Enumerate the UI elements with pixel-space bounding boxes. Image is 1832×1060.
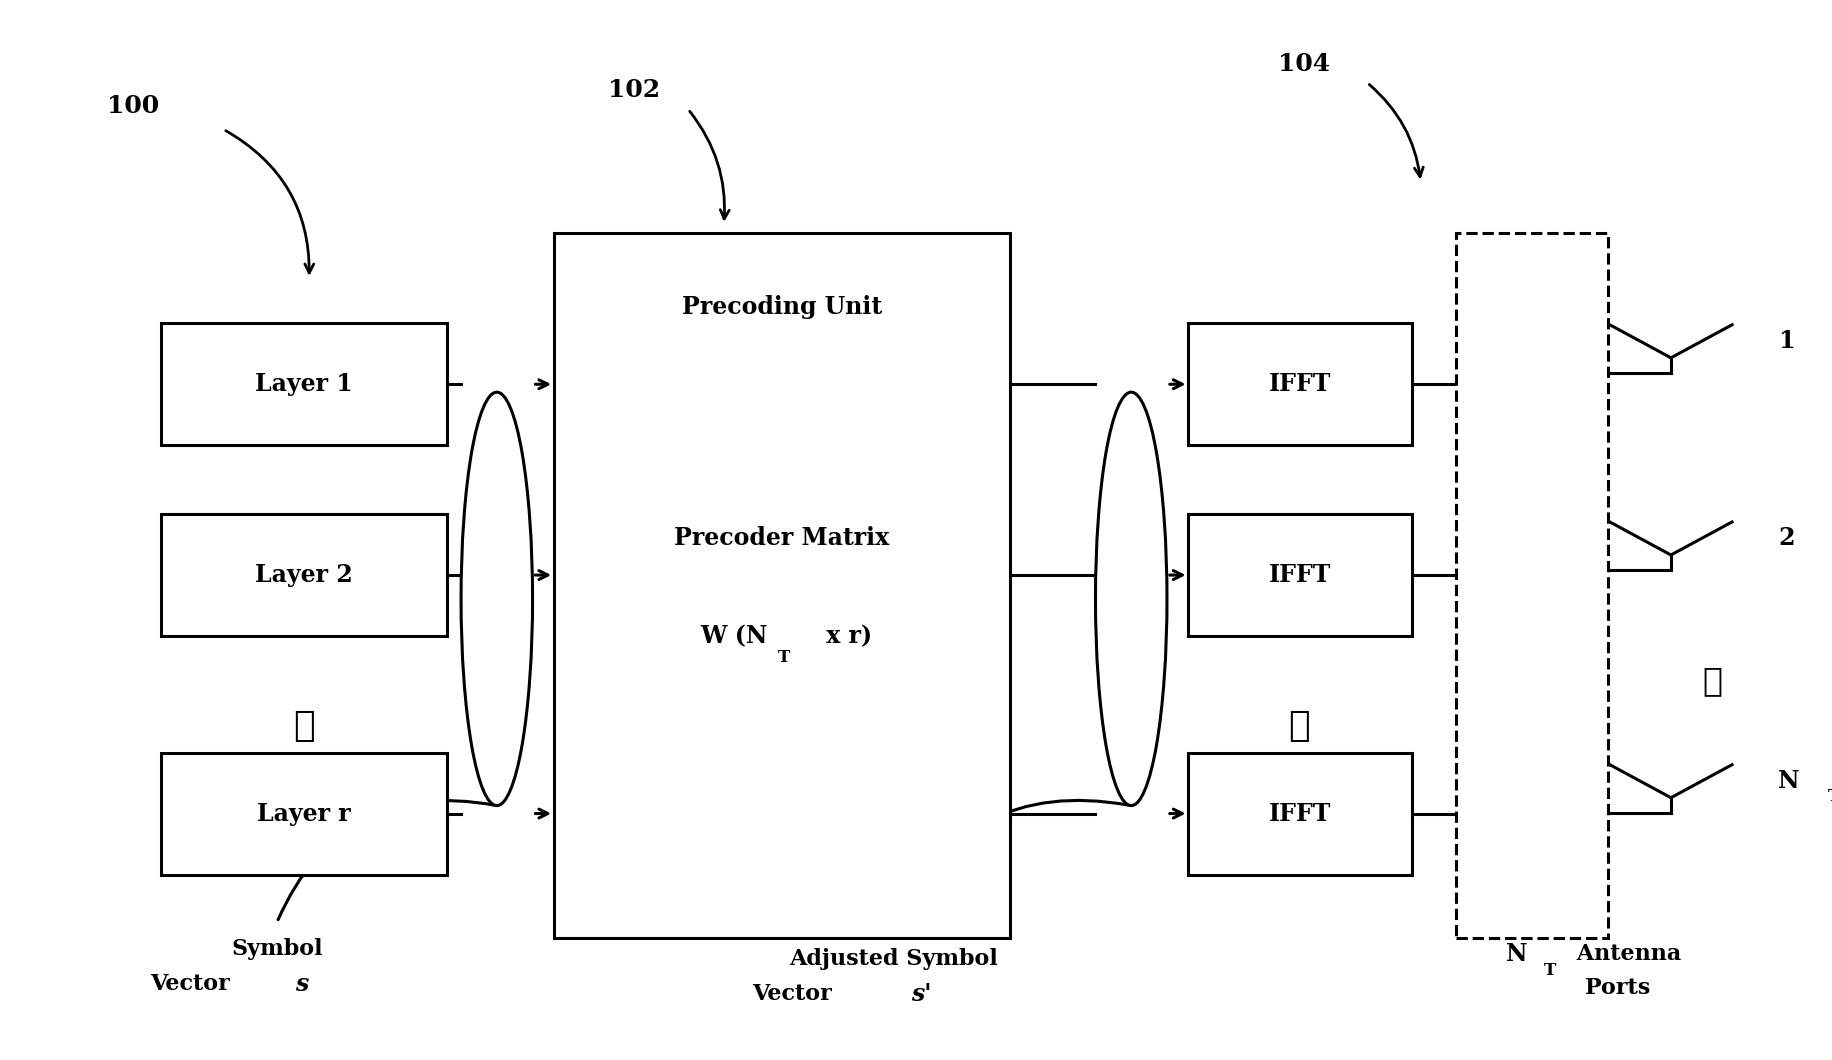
Text: N: N: [1506, 942, 1528, 966]
Bar: [161, 323, 447, 445]
Text: x r): x r): [817, 624, 872, 649]
Text: Precoding Unit: Precoding Unit: [682, 296, 881, 319]
Text: IFFT: IFFT: [1270, 372, 1332, 396]
Text: 100: 100: [108, 94, 159, 118]
Text: Layer r: Layer r: [256, 801, 350, 826]
Bar: [1456, 233, 1608, 938]
Bar: [553, 233, 1009, 938]
Ellipse shape: [462, 392, 533, 806]
Text: Vector: Vector: [753, 984, 839, 1005]
Text: 104: 104: [1277, 52, 1330, 75]
Bar: [161, 514, 447, 636]
Text: Symbol: Symbol: [231, 938, 322, 959]
Text: T: T: [1828, 789, 1832, 806]
Text: Precoder Matrix: Precoder Matrix: [674, 526, 890, 550]
Text: s': s': [911, 983, 932, 1006]
Text: IFFT: IFFT: [1270, 563, 1332, 587]
Text: Layer 2: Layer 2: [255, 563, 354, 587]
Text: 1: 1: [1779, 329, 1795, 353]
Text: ⋮: ⋮: [293, 709, 315, 743]
Text: IFFT: IFFT: [1270, 801, 1332, 826]
Text: N: N: [1779, 768, 1799, 793]
Text: T: T: [779, 649, 791, 667]
Text: ⋮: ⋮: [1702, 664, 1722, 697]
Text: ⋮: ⋮: [1288, 709, 1310, 743]
Ellipse shape: [1096, 392, 1167, 806]
Bar: [1189, 323, 1412, 445]
Bar: [1189, 514, 1412, 636]
Text: W (N: W (N: [700, 624, 768, 649]
Text: 102: 102: [608, 78, 660, 102]
Text: Adjusted Symbol: Adjusted Symbol: [790, 949, 998, 970]
Text: T: T: [1544, 962, 1557, 979]
Text: Antenna: Antenna: [1568, 943, 1682, 965]
Text: Ports: Ports: [1585, 977, 1651, 999]
Text: Layer 1: Layer 1: [255, 372, 354, 396]
Text: Vector: Vector: [150, 973, 238, 994]
Bar: [161, 753, 447, 874]
Bar: [1189, 753, 1412, 874]
Text: 2: 2: [1779, 526, 1795, 550]
Text: s: s: [295, 972, 308, 995]
